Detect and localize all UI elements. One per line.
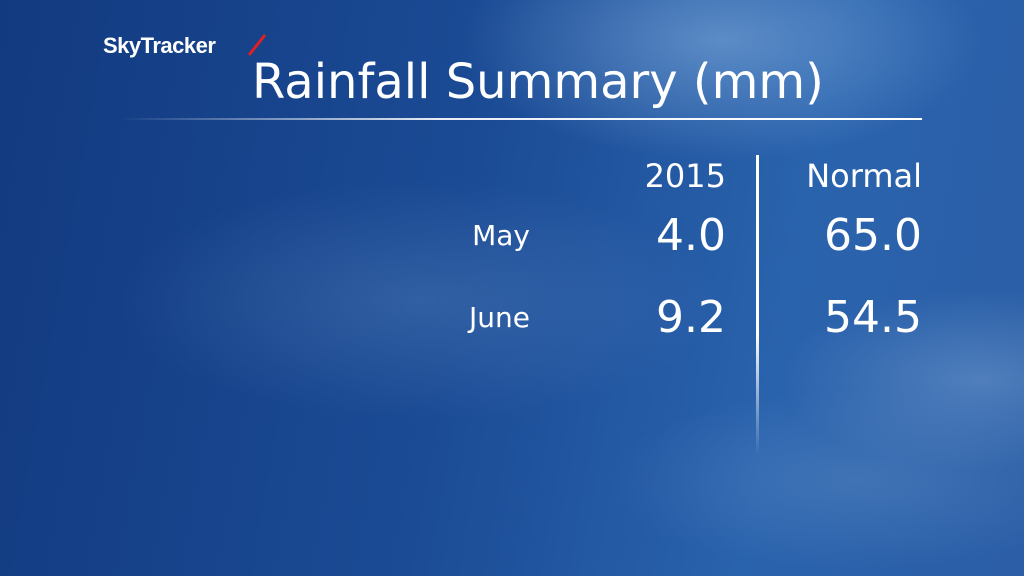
brand-logo: SkyTracker: [103, 33, 216, 58]
column-header: 2015: [644, 157, 726, 195]
row-label: June: [469, 301, 530, 334]
cell-value: 4.0: [656, 210, 726, 261]
title: Rainfall Summary (mm): [252, 54, 824, 110]
cell-value: 9.2: [656, 292, 726, 343]
cell-value: 54.5: [824, 292, 922, 343]
cell-value: 65.0: [824, 210, 922, 261]
column-divider: [756, 155, 759, 455]
column-header: Normal: [806, 157, 922, 195]
logo-slash: [247, 34, 267, 56]
row-label: May: [472, 219, 530, 252]
title-rule: [120, 118, 922, 120]
